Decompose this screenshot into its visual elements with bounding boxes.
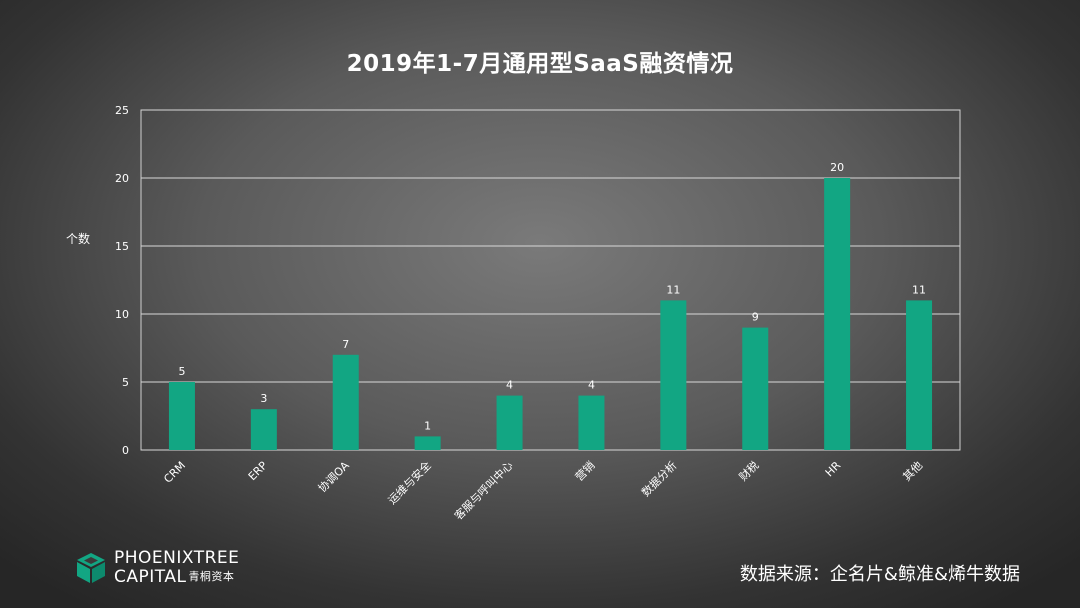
cube-logo-icon <box>77 553 105 583</box>
y-tick-label: 10 <box>115 308 129 321</box>
x-tick-label: 数据分析 <box>638 458 679 499</box>
y-axis-label: 个数 <box>65 232 90 246</box>
x-tick-label: HR <box>823 459 844 480</box>
company-logo: PHOENIXTREE CAPITAL 青桐资本 <box>76 548 276 588</box>
x-tick-label: CRM <box>161 459 188 486</box>
data-label: 11 <box>666 283 680 296</box>
data-label: 9 <box>752 311 759 324</box>
bar <box>824 178 851 450</box>
logo-text-capital: CAPITAL <box>114 567 187 587</box>
logo-text-line1: PHOENIXTREE <box>114 548 240 568</box>
x-tick-label: ERP <box>246 459 270 483</box>
y-tick-label: 25 <box>115 104 129 117</box>
x-tick-label: 营销 <box>572 458 597 483</box>
y-tick-label: 5 <box>122 376 129 389</box>
data-label: 7 <box>342 338 349 351</box>
y-axis-ticks: 0 5 10 15 20 25 <box>115 104 129 457</box>
data-label: 1 <box>424 419 431 432</box>
logo-text-cn: 青桐资本 <box>188 570 235 583</box>
data-source-note: 数据来源：企名片&鲸准&烯牛数据 <box>739 564 1020 585</box>
y-tick-label: 15 <box>115 240 129 253</box>
x-tick-label: 其他 <box>900 459 925 484</box>
data-label: 20 <box>830 161 844 174</box>
bar <box>332 354 359 450</box>
bar <box>578 395 605 450</box>
data-label: 3 <box>260 392 267 405</box>
gridlines <box>140 109 961 451</box>
x-tick-label: 运维与安全 <box>385 458 434 507</box>
bar <box>250 409 277 450</box>
x-tick-label: 协调OA <box>315 458 352 495</box>
bar <box>906 300 933 450</box>
x-axis-ticks: CRM ERP 协调OA 运维与安全 客服与呼叫中心 营销 数据分析 财税 HR 其他 <box>161 458 925 523</box>
bar <box>168 382 195 450</box>
bar <box>660 300 687 450</box>
bar <box>414 436 441 450</box>
bar <box>742 327 769 450</box>
data-label: 11 <box>912 283 926 296</box>
x-tick-label: 财税 <box>736 458 761 483</box>
data-label: 4 <box>506 379 513 392</box>
y-tick-label: 0 <box>122 444 129 457</box>
bars <box>168 178 933 450</box>
bar <box>496 395 523 450</box>
y-tick-label: 20 <box>115 172 129 185</box>
logo-text-line2: CAPITAL 青桐资本 <box>114 567 234 587</box>
data-label: 5 <box>178 365 185 378</box>
chart-title: 2019年1-7月通用型SaaS融资情况 <box>346 51 734 77</box>
data-label: 4 <box>588 379 595 392</box>
data-labels: 5 3 7 1 4 4 11 9 20 11 <box>178 161 926 432</box>
x-tick-label: 客服与呼叫中心 <box>451 458 515 522</box>
